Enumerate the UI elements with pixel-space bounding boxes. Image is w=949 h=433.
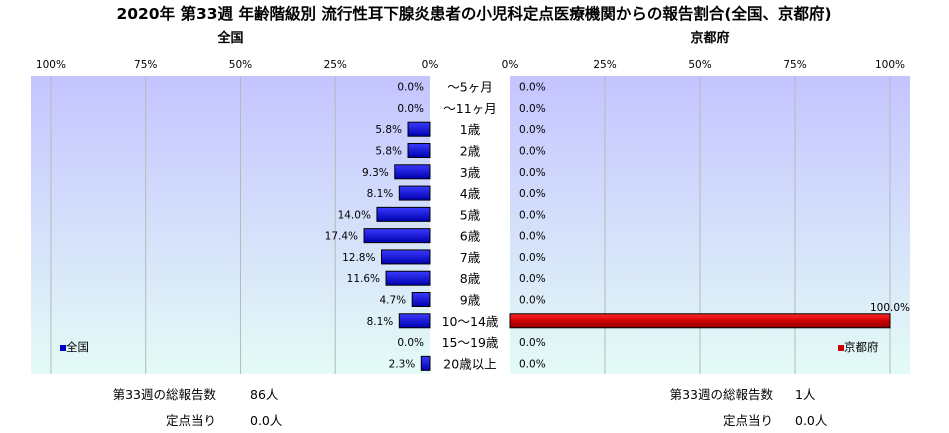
footer-per-label-kyoto: 定点当り: [723, 413, 773, 428]
footer-total-value-nation: 86人: [250, 387, 279, 402]
tick-label: 0%: [502, 59, 519, 71]
footer-total-value-kyoto: 1人: [795, 387, 816, 402]
category-label: 5歳: [460, 207, 481, 222]
tick-label: 25%: [324, 59, 347, 71]
data-label: 5.8%: [375, 146, 402, 158]
panel-title-kyoto: 京都府: [690, 30, 729, 46]
data-label: 0.0%: [519, 252, 546, 264]
footer-per-value-nation: 0.0人: [250, 413, 283, 428]
bar: [420, 355, 431, 371]
bar: [398, 313, 431, 329]
data-label: 100.0%: [870, 302, 910, 314]
data-label: 0.0%: [519, 146, 546, 158]
category-label: 3歳: [460, 165, 481, 180]
category-label: 1歳: [460, 122, 481, 137]
category-label: 15～19歳: [442, 335, 499, 350]
footer-total-label-kyoto: 第33週の総報告数: [670, 387, 774, 402]
data-label: 0.0%: [519, 358, 546, 370]
legend-swatch-kyoto: [838, 345, 844, 351]
data-label: 0.0%: [519, 209, 546, 221]
category-label: 20歳以上: [443, 356, 496, 371]
data-label: 0.0%: [519, 188, 546, 200]
bar: [407, 143, 431, 158]
category-label: 4歳: [460, 186, 481, 201]
category-label: ～11ヶ月: [443, 101, 496, 116]
data-label: 14.0%: [338, 209, 371, 221]
bar: [411, 292, 431, 307]
bar: [363, 228, 431, 244]
data-label: 0.0%: [519, 337, 546, 349]
data-label: 0.0%: [519, 167, 546, 179]
bar: [380, 249, 431, 265]
data-label: 8.1%: [367, 316, 394, 328]
footer-per-value-kyoto: 0.0人: [795, 413, 828, 428]
category-label: 7歳: [460, 250, 481, 265]
tick-label: 100%: [36, 59, 66, 71]
data-label: 12.8%: [342, 252, 375, 264]
data-label: 5.8%: [375, 124, 402, 136]
category-label: 9歳: [460, 293, 481, 308]
tick-label: 100%: [875, 59, 905, 71]
data-label: 0.0%: [397, 82, 424, 94]
category-label: 10～14歳: [442, 314, 499, 329]
data-label: 9.3%: [362, 167, 389, 179]
bar: [394, 164, 431, 180]
data-label: 0.0%: [519, 231, 546, 243]
plot-area-kyoto: [510, 76, 910, 374]
data-label: 0.0%: [519, 295, 546, 307]
data-label: 0.0%: [519, 82, 546, 94]
category-label: 8歳: [460, 271, 481, 286]
plot-area-nation: [31, 76, 430, 374]
tick-label: 0%: [422, 59, 439, 71]
category-label: ～5ヶ月: [447, 80, 492, 95]
bar: [376, 206, 431, 222]
legend-label-kyoto: 京都府: [844, 340, 879, 354]
tick-label: 75%: [783, 59, 806, 71]
tick-label: 50%: [688, 59, 711, 71]
data-label: 8.1%: [367, 188, 394, 200]
bar: [398, 185, 431, 201]
data-label: 0.0%: [519, 103, 546, 115]
bar: [385, 270, 431, 286]
data-label: 2.3%: [389, 358, 416, 370]
data-label: 11.6%: [347, 273, 380, 285]
tick-label: 75%: [134, 59, 157, 71]
panel-kyoto: 0% 25% 50% 75% 100% 京都府 0.0% 0.0% 0.0% 0.0% 0.0% 0.…: [502, 30, 910, 428]
legend-swatch-nation: [60, 345, 66, 351]
data-label: 0.0%: [397, 103, 424, 115]
data-label: 0.0%: [519, 273, 546, 285]
bar: [407, 121, 431, 137]
bar: [509, 313, 891, 329]
data-label: 4.7%: [379, 295, 406, 307]
tick-label: 50%: [229, 59, 252, 71]
footer-per-label-nation: 定点当り: [166, 413, 216, 428]
chart-title: 2020年 第33週 年齢階級別 流行性耳下腺炎患者の小児科定点医療機関からの報…: [116, 4, 831, 23]
panel-title-nation: 全国: [216, 30, 243, 46]
category-label: 6歳: [460, 229, 481, 244]
tick-label: 25%: [593, 59, 616, 71]
data-label: 0.0%: [397, 337, 424, 349]
legend-label-nation: 全国: [66, 340, 89, 354]
footer-total-label-nation: 第33週の総報告数: [113, 387, 217, 402]
data-label: 0.0%: [519, 124, 546, 136]
category-label: 2歳: [460, 144, 481, 159]
panel-nation: 100% 75% 50% 25% 0% 全国 0.0% 0.0% 5.8% 5.8% 9.3% 8.1…: [31, 30, 438, 428]
data-label: 17.4%: [325, 231, 358, 243]
